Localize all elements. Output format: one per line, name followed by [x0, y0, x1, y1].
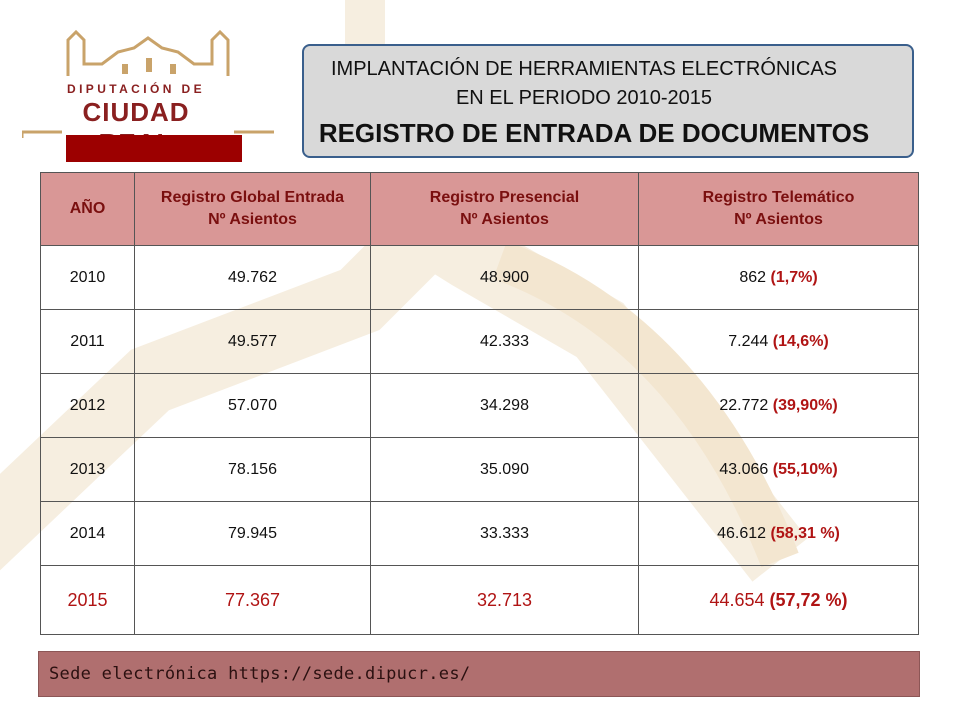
header-global-label: Registro Global Entrada	[160, 189, 345, 206]
cell-telematico: 22.772 (39,90%)	[638, 373, 919, 438]
table-row: 2011 49.577 42.333 7.244 (14,6%)	[40, 309, 919, 374]
footer-sede-link[interactable]: Sede electrónica https://sede.dipucr.es/	[49, 664, 471, 684]
cell-presencial: 35.090	[370, 437, 639, 502]
cell-global: 77.367	[134, 565, 371, 635]
table-row: 2012 57.070 34.298 22.772 (39,90%)	[40, 373, 919, 438]
footer-bar: Sede electrónica https://sede.dipucr.es/	[38, 651, 920, 697]
telematico-percent: (1,7%)	[770, 268, 818, 286]
cell-year: 2010	[40, 245, 135, 310]
cell-presencial: 34.298	[370, 373, 639, 438]
telematico-value: 44.654	[709, 589, 765, 610]
cell-telematico: 862 (1,7%)	[638, 245, 919, 310]
header-anio-label: AÑO	[69, 200, 106, 217]
logo-red-bar	[66, 135, 242, 162]
cell-year: 2013	[40, 437, 135, 502]
table-row: 2015 77.367 32.713 44.654 (57,72 %)	[40, 565, 919, 635]
header-presencial: Registro Presencial Nº Asientos	[370, 172, 639, 246]
title-box: IMPLANTACIÓN DE HERRAMIENTAS ELECTRÓNICA…	[302, 44, 914, 158]
table-row: 2013 78.156 35.090 43.066 (55,10%)	[40, 437, 919, 502]
cell-year: 2014	[40, 501, 135, 566]
header-global: Registro Global Entrada Nº Asientos	[134, 172, 371, 246]
header-global-sub: Nº Asientos	[208, 211, 297, 228]
cell-presencial: 32.713	[370, 565, 639, 635]
title-line-1: IMPLANTACIÓN DE HERRAMIENTAS ELECTRÓNICA…	[331, 58, 837, 80]
header-telematico-sub: Nº Asientos	[734, 211, 823, 228]
diputacion-logo	[20, 28, 274, 162]
cell-presencial: 42.333	[370, 309, 639, 374]
telematico-value: 22.772	[719, 396, 769, 414]
cell-telematico: 43.066 (55,10%)	[638, 437, 919, 502]
telematico-value: 43.066	[719, 460, 769, 478]
header-presencial-sub: Nº Asientos	[460, 211, 549, 228]
cell-telematico: 46.612 (58,31 %)	[638, 501, 919, 566]
registro-table: AÑO Registro Global Entrada Nº Asientos …	[40, 172, 919, 635]
telematico-percent: (14,6%)	[772, 332, 829, 350]
cell-presencial: 48.900	[370, 245, 639, 310]
building-outline-icon	[20, 29, 274, 138]
header-telematico-label: Registro Telemático	[702, 189, 855, 206]
telematico-percent: (55,10%)	[772, 460, 838, 478]
cell-year: 2015	[40, 565, 135, 635]
logo-line-1: DIPUTACIÓN DE	[67, 82, 205, 96]
cell-global: 49.762	[134, 245, 371, 310]
cell-presencial: 33.333	[370, 501, 639, 566]
cell-telematico: 7.244 (14,6%)	[638, 309, 919, 374]
cell-global: 78.156	[134, 437, 371, 502]
telematico-percent: (58,31 %)	[770, 524, 840, 542]
page-title: REGISTRO DE ENTRADA DE DOCUMENTOS	[318, 118, 870, 148]
header-presencial-label: Registro Presencial	[429, 189, 580, 206]
cell-year: 2011	[40, 309, 135, 374]
table-row: 2010 49.762 48.900 862 (1,7%)	[40, 245, 919, 310]
telematico-percent: (57,72 %)	[769, 589, 848, 610]
title-line-2: EN EL PERIODO 2010-2015	[455, 87, 713, 109]
cell-global: 49.577	[134, 309, 371, 374]
cell-global: 57.070	[134, 373, 371, 438]
table-row: 2014 79.945 33.333 46.612 (58,31 %)	[40, 501, 919, 566]
cell-telematico: 44.654 (57,72 %)	[638, 565, 919, 635]
header-telematico: Registro Telemático Nº Asientos	[638, 172, 919, 246]
telematico-value: 7.244	[728, 332, 769, 350]
header-anio: AÑO	[40, 172, 135, 246]
cell-global: 79.945	[134, 501, 371, 566]
telematico-value: 46.612	[717, 524, 767, 542]
cell-year: 2012	[40, 373, 135, 438]
telematico-value: 862	[739, 268, 767, 286]
telematico-percent: (39,90%)	[772, 396, 838, 414]
table-header-row: AÑO Registro Global Entrada Nº Asientos …	[40, 172, 919, 246]
